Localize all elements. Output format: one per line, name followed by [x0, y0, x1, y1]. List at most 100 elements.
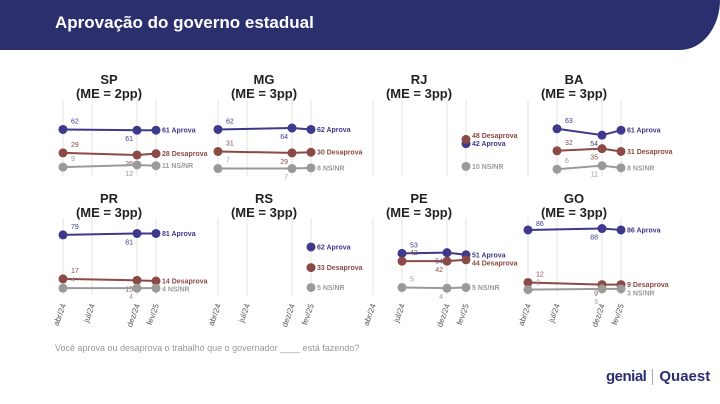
desaprova-line [556, 147, 622, 153]
nsnr-line [218, 166, 312, 170]
desaprova-point [616, 146, 626, 156]
aprova-point [132, 228, 142, 238]
desaprova-point [597, 144, 607, 154]
nsnr-point [287, 164, 297, 174]
logo-divider [652, 368, 654, 385]
aprova-point [597, 224, 607, 234]
desaprova-point [132, 150, 142, 160]
aprova-value-label: 86 [536, 221, 544, 228]
aprova-value-label: 88 [590, 235, 598, 242]
aprova-value-label: 62 [71, 118, 79, 125]
aprova-end-label: 61 Aprova [627, 128, 661, 135]
desaprova-line [62, 151, 157, 157]
nsnr-value-label: 9 [71, 156, 75, 163]
x-tick-label: dez/24 [125, 302, 142, 328]
desaprova-line [217, 150, 312, 154]
nsnr-value-label: 7 [284, 175, 288, 182]
x-tick-label: jul/24 [237, 302, 253, 325]
desaprova-value-label: 42 [435, 267, 443, 274]
desaprova-point [306, 147, 316, 157]
aprova-value-label: 54 [590, 141, 598, 148]
aprova-line [62, 128, 156, 132]
aprova-point [306, 124, 316, 134]
nsnr-point [616, 163, 626, 173]
nsnr-value-label: 6 [565, 158, 569, 165]
x-tick-label: abr/24 [207, 302, 223, 327]
aprova-value-label: 64 [280, 134, 288, 141]
aprova-point [397, 248, 407, 258]
nsnr-end-label: 4 NS/NR [162, 287, 190, 294]
desaprova-line [402, 258, 467, 263]
nsnr-point [397, 282, 407, 292]
x-tick-label: fev/25 [145, 302, 161, 326]
panel-title-sp: SP [100, 72, 118, 87]
nsnr-value-label: 3 [594, 299, 598, 306]
desaprova-value-label: 29 [71, 142, 79, 149]
desaprova-point [442, 256, 452, 266]
desaprova-point [58, 148, 68, 158]
nsnr-end-label: 3 NS/NR [627, 290, 655, 297]
x-tick-label: abr/24 [517, 302, 533, 327]
nsnr-point [552, 164, 562, 174]
desaprova-point [151, 149, 161, 159]
desaprova-line [62, 277, 157, 283]
nsnr-point [306, 282, 316, 292]
desaprova-value-label: 12 [536, 271, 544, 278]
nsnr-value-label: 4 [71, 277, 75, 284]
panel-title-go: GO [564, 191, 584, 206]
panel-title-rs: RS [255, 191, 273, 206]
aprova-point [523, 225, 533, 235]
aprova-point [616, 125, 626, 135]
panel-margin-of-error: (ME = 3pp) [231, 86, 297, 101]
header-bar: Aprovação do governo estadual [0, 0, 720, 50]
aprova-point [151, 125, 161, 135]
nsnr-value-label: 4 [439, 294, 443, 301]
panel-title-mg: MG [254, 72, 275, 87]
x-tick-label: jul/24 [392, 302, 408, 325]
aprova-value-label: 61 [125, 136, 133, 143]
aprova-point [58, 124, 68, 134]
nsnr-point [58, 283, 68, 293]
panel-margin-of-error: (ME = 3pp) [386, 86, 452, 101]
x-tick-label: abr/24 [362, 302, 378, 327]
desaprova-line [527, 281, 621, 286]
aprova-value-label: 81 [125, 239, 133, 246]
nsnr-end-label: 8 NS/NR [317, 165, 345, 172]
desaprova-point [461, 134, 471, 144]
nsnr-end-label: 8 NS/NR [627, 165, 655, 172]
aprova-line [62, 232, 156, 236]
aprova-line [556, 127, 622, 137]
desaprova-value-label: 9 [594, 291, 598, 298]
nsnr-line [62, 163, 157, 169]
nsnr-point [58, 162, 68, 172]
nsnr-point [523, 285, 533, 295]
genial-logo: genial [606, 368, 647, 385]
nsnr-value-label: 2 [536, 280, 540, 287]
x-tick-label: fev/25 [610, 302, 626, 326]
aprova-point [151, 228, 161, 238]
x-tick-label: dez/24 [590, 302, 607, 328]
aprova-point [442, 248, 452, 258]
panel-title-rj: RJ [411, 72, 428, 87]
desaprova-end-label: 30 Desaprova [317, 150, 363, 157]
nsnr-end-label: 10 NS/NR [472, 164, 504, 171]
desaprova-point [58, 274, 68, 284]
aprova-point [552, 124, 562, 134]
desaprova-value-label: 42 [410, 250, 418, 257]
aprova-end-label: 86 Aprova [627, 227, 661, 234]
desaprova-point [461, 255, 471, 265]
nsnr-point [616, 284, 626, 294]
desaprova-point [306, 263, 316, 273]
panel-title-ba: BA [565, 72, 584, 87]
nsnr-end-label: 5 NS/NR [472, 285, 500, 292]
aprova-value-label: 63 [565, 118, 573, 125]
panel-margin-of-error: (ME = 2pp) [76, 86, 142, 101]
panel-title-pr: PR [100, 191, 119, 206]
quaest-logo: Quaest [659, 368, 711, 385]
x-tick-label: jul/24 [82, 302, 98, 325]
panel-margin-of-error: (ME = 3pp) [541, 86, 607, 101]
nsnr-point [597, 284, 607, 294]
x-tick-label: abr/24 [52, 302, 68, 327]
survey-question: Você aprova ou desaprova o trabalho que … [55, 343, 360, 353]
panel-margin-of-error: (ME = 3pp) [231, 205, 297, 220]
